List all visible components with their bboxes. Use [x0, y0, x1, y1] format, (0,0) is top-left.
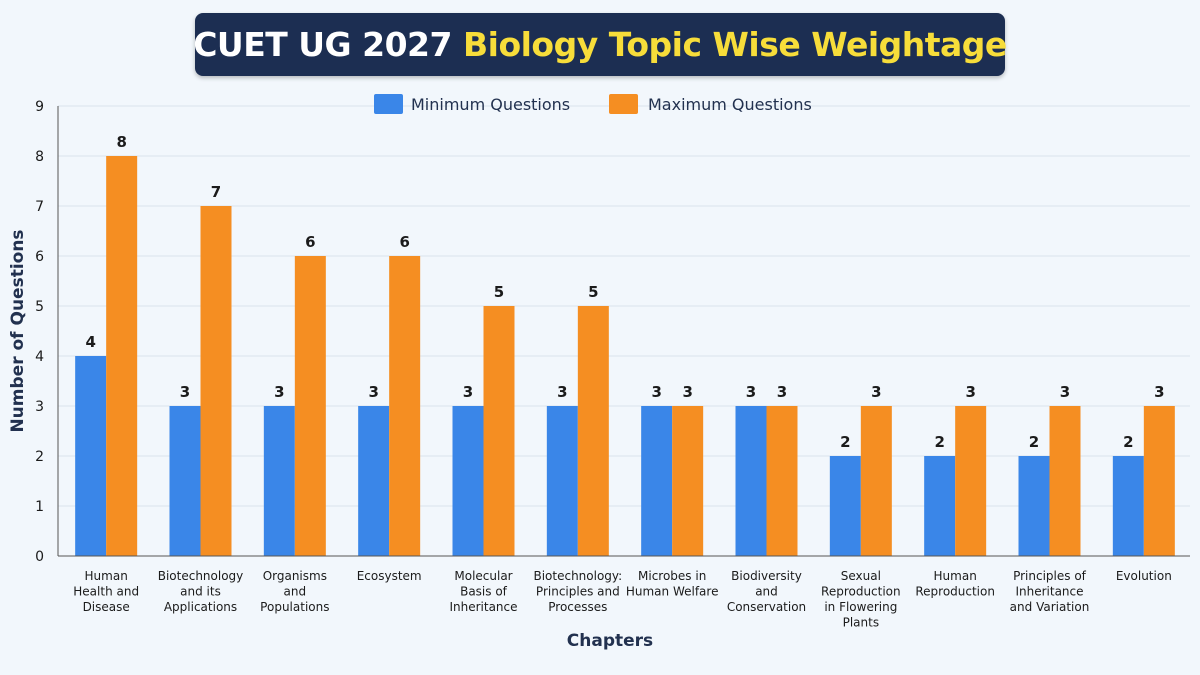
x-category-label: Principles of Inheritance and Variation [1010, 569, 1090, 614]
bar-value-label: 3 [746, 383, 756, 401]
bar-minimum [1018, 456, 1050, 556]
bar-value-label: 5 [494, 283, 504, 301]
y-tick-label: 0 [35, 549, 44, 565]
x-category-label: Sexual Reproduction in Flowering Plants [821, 569, 901, 630]
bar-minimum [263, 406, 295, 556]
bar-maximum [766, 406, 798, 556]
bar-value-label: 4 [85, 333, 95, 351]
bar-maximum [577, 306, 609, 556]
bar-value-label: 2 [1123, 433, 1133, 451]
bar-minimum [1112, 456, 1144, 556]
bar-value-label: 3 [682, 383, 692, 401]
y-tick-label: 1 [35, 499, 44, 515]
y-tick-label: 5 [35, 299, 44, 315]
legend: Minimum Questions Maximum Questions [374, 94, 812, 114]
title-banner: CUET UG 2027 Biology Topic Wise Weightag… [193, 13, 1007, 76]
x-category-label: Biotechnology: Principles and Processes [533, 569, 622, 614]
bar-maximum [389, 256, 421, 556]
bar-minimum [358, 406, 390, 556]
bar-value-label: 3 [463, 383, 473, 401]
x-category-label: Organisms and Populations [260, 569, 329, 614]
bar-minimum [641, 406, 673, 556]
x-axis-title: Chapters [567, 631, 653, 651]
x-category-label: Human Health and Disease [73, 569, 139, 614]
bar-value-label: 3 [1154, 383, 1164, 401]
bars [75, 156, 1175, 556]
bar-value-label: 3 [368, 383, 378, 401]
bar-minimum [169, 406, 201, 556]
y-tick-label: 4 [35, 349, 44, 365]
bar-maximum [200, 206, 232, 556]
bar-maximum [860, 406, 892, 556]
bar-minimum [924, 456, 956, 556]
bar-value-label: 3 [651, 383, 661, 401]
x-category-label: Human Reproduction [915, 569, 995, 599]
legend-label: Maximum Questions [648, 95, 812, 114]
legend-swatch [609, 94, 638, 114]
legend-swatch [374, 94, 403, 114]
title-part-white: CUET UG 2027 [193, 25, 452, 64]
bar-value-label: 2 [840, 433, 850, 451]
bar-value-label: 3 [871, 383, 881, 401]
bar-maximum [294, 256, 326, 556]
bar-maximum [1143, 406, 1175, 556]
bar-maximum [483, 306, 515, 556]
y-tick-label: 8 [35, 149, 44, 165]
bar-value-label: 8 [116, 133, 126, 151]
bar-value-label: 3 [965, 383, 975, 401]
x-category-label: Ecosystem [357, 569, 422, 583]
y-axis-ticks: 0 1 2 3 4 5 6 7 8 9 [35, 99, 44, 565]
bar-minimum [546, 406, 578, 556]
y-axis-title: Number of Questions [8, 229, 28, 432]
bar-value-label: 3 [777, 383, 787, 401]
bar-value-label: 2 [934, 433, 944, 451]
x-category-label: Biotechnology and its Applications [158, 569, 244, 614]
bar-value-label: 6 [305, 233, 315, 251]
data-labels: 4 8 3 7 3 6 3 6 3 5 3 5 3 3 3 3 2 3 2 3 2 3 2 3 [85, 133, 1164, 451]
y-tick-label: 6 [35, 249, 44, 265]
bar-minimum [75, 356, 107, 556]
x-axis-categories: Human Health and Disease Biotechnology and i… [73, 569, 1172, 630]
x-category-label: Evolution [1116, 569, 1172, 583]
bar-maximum [955, 406, 987, 556]
title-part-yellow: Biology Topic Wise Weightage [462, 25, 1007, 64]
bar-minimum [829, 456, 861, 556]
x-category-label: Microbes in Human Welfare [626, 569, 719, 599]
bar-value-label: 7 [211, 183, 221, 201]
bar-minimum [735, 406, 767, 556]
chart-title: CUET UG 2027 Biology Topic Wise Weightag… [193, 25, 1007, 64]
y-tick-label: 7 [35, 199, 44, 215]
bar-minimum [452, 406, 484, 556]
y-tick-label: 3 [35, 399, 44, 415]
y-tick-label: 2 [35, 449, 44, 465]
y-tick-label: 9 [35, 99, 44, 115]
x-category-label: Biodiversity and Conservation [727, 569, 806, 614]
bar-value-label: 3 [1060, 383, 1070, 401]
legend-label: Minimum Questions [411, 95, 570, 114]
bar-value-label: 5 [588, 283, 598, 301]
bar-maximum [672, 406, 704, 556]
bar-value-label: 3 [557, 383, 567, 401]
bar-value-label: 3 [274, 383, 284, 401]
bar-value-label: 2 [1029, 433, 1039, 451]
bar-maximum [1049, 406, 1081, 556]
bar-maximum [106, 156, 138, 556]
x-category-label: Molecular Basis of Inheritance [449, 569, 517, 614]
bar-value-label: 6 [399, 233, 409, 251]
bar-value-label: 3 [180, 383, 190, 401]
